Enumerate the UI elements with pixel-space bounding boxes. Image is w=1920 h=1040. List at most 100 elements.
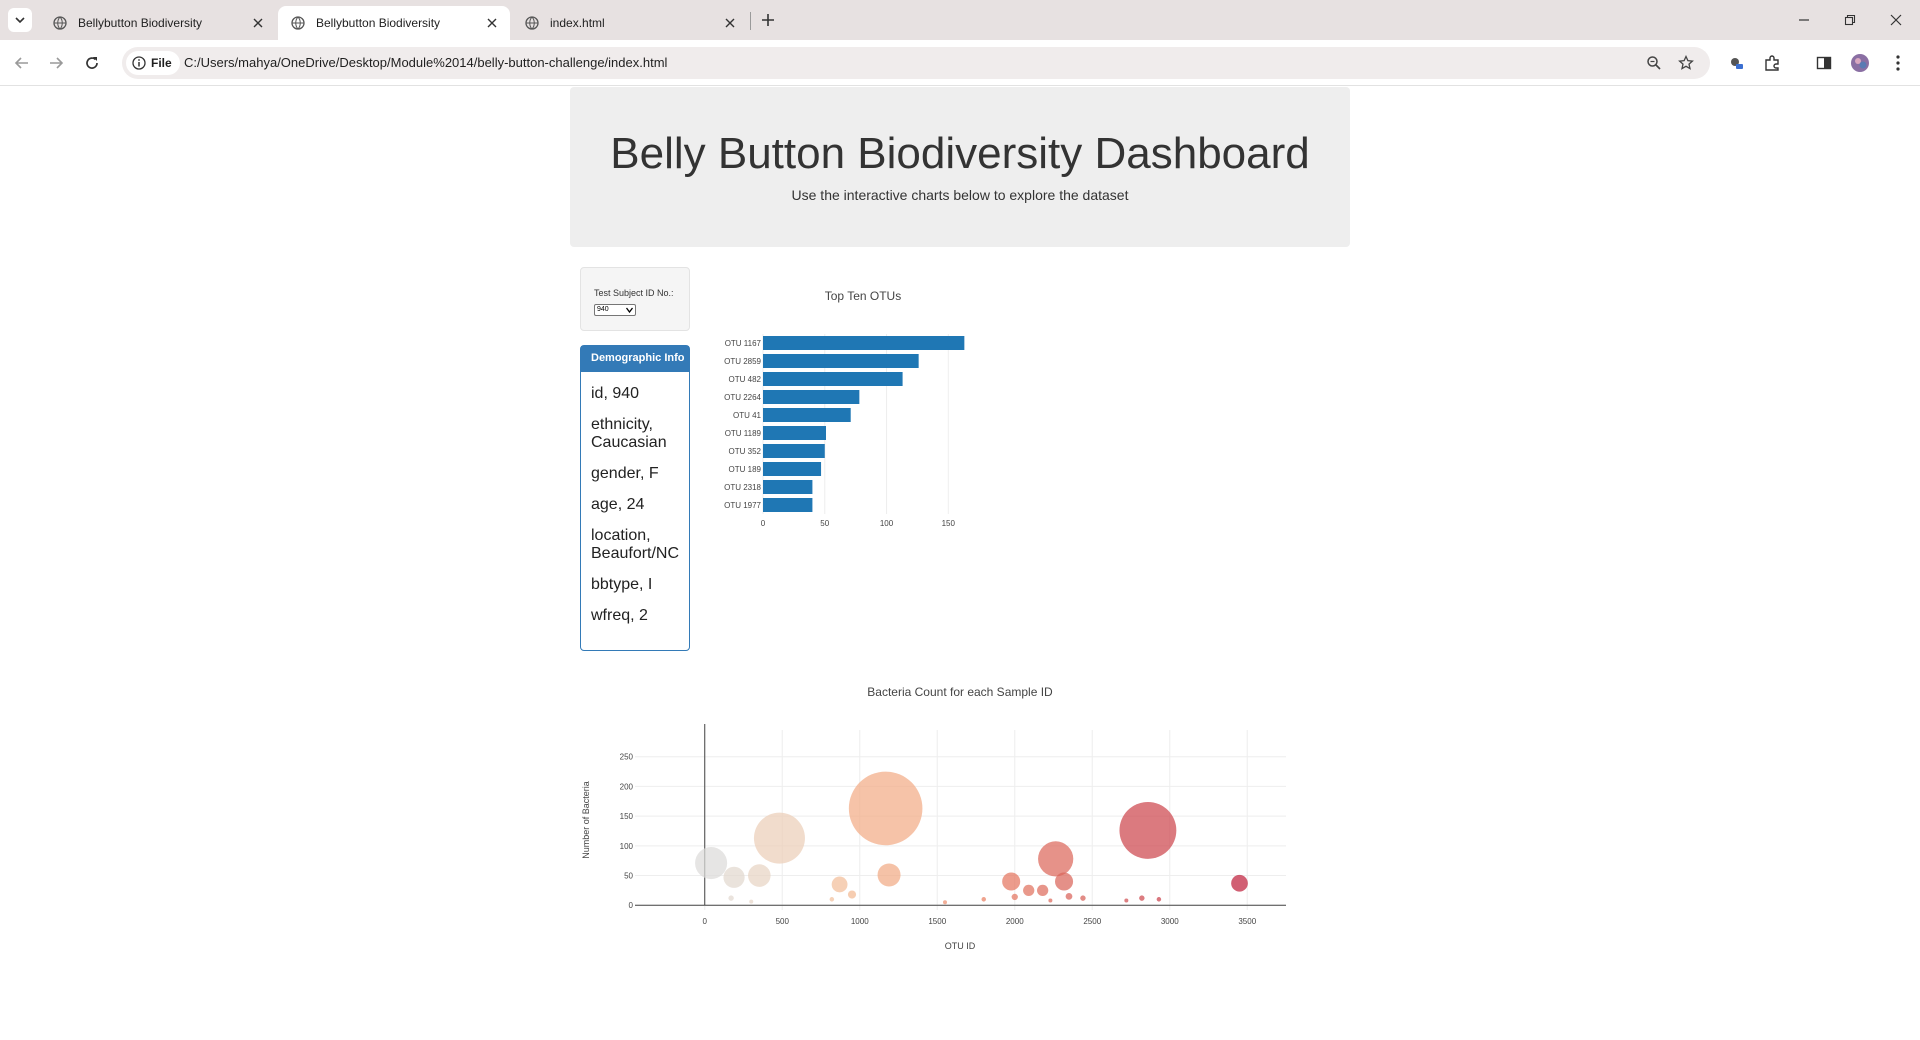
demographic-item-text: age, 24 (591, 496, 645, 513)
demographic-item: ethnicity, Caucasian (591, 416, 689, 452)
bubble-otu-950 (847, 890, 857, 899)
bubble-x-tick-label: 0 (703, 917, 708, 926)
demographic-body: id, 940 ethnicity, Caucasian gender, F age, … (581, 372, 689, 625)
url-text[interactable]: C:/Users/mahya/OneDrive/Desktop/Module%2… (184, 55, 668, 70)
bubble-otu-3450 (1231, 874, 1248, 892)
bubble-otu-2230 (1048, 898, 1053, 903)
bar-otu-2264 (763, 390, 860, 404)
close-icon (1890, 14, 1902, 26)
reload-icon (86, 57, 98, 69)
side-panel-icon (1816, 56, 1832, 70)
bar-category-label: OTU 1977 (724, 501, 761, 510)
site-info-label: File (151, 56, 172, 70)
bubble-otu-2318 (1055, 872, 1074, 891)
bar-otu-1977 (763, 498, 813, 512)
close-window-button[interactable] (1884, 8, 1908, 32)
bubble-chart-svg: Bacteria Count for each Sample ID0 500 100… (581, 685, 1286, 951)
extension-badge-icon (1731, 58, 1743, 69)
bubble-x-tick-label: 1500 (928, 917, 946, 926)
bar-category-label: OTU 189 (729, 465, 762, 474)
address-bar[interactable]: File C:/Users/mahya/OneDrive/Desktop/Mod… (122, 47, 1710, 79)
tab-bellybutton-2[interactable]: Bellybutton Biodiversity (278, 6, 510, 40)
tab-index-html[interactable]: index.html (512, 6, 748, 40)
demographic-heading: Demographic Info (581, 346, 689, 372)
tab-separator (750, 12, 751, 30)
bubble-x-tick-label: 2000 (1006, 917, 1024, 926)
bubble-y-tick-label: 0 (629, 901, 634, 910)
bubble-chart-title: Bacteria Count for each Sample ID (867, 685, 1053, 699)
subject-id-dropdown[interactable]: 940 (594, 304, 636, 316)
minimize-button[interactable] (1792, 8, 1816, 32)
reload-button[interactable] (80, 51, 104, 75)
bar-category-label: OTU 352 (729, 447, 762, 456)
browser-toolbar: File C:/Users/mahya/OneDrive/Desktop/Mod… (0, 40, 1920, 86)
bubble-otu-820 (829, 897, 835, 902)
bubble-otu-352 (748, 864, 771, 887)
site-info-chip[interactable]: File (126, 51, 180, 75)
zoom-icon[interactable] (1644, 53, 1664, 73)
bookmark-star-icon[interactable] (1676, 53, 1696, 73)
bubble-y-tick-label: 250 (620, 753, 634, 762)
back-button[interactable] (10, 51, 34, 75)
minimize-icon (1799, 19, 1809, 21)
bar-chart-title: Top Ten OTUs (825, 289, 901, 303)
bubble-y-tick-label: 200 (620, 782, 634, 791)
bubble-otu-2820 (1139, 895, 1145, 901)
bubble-otu-1550 (943, 900, 947, 905)
bar-otu-1167 (763, 336, 965, 350)
bubble-otu-1977 (1002, 872, 1021, 891)
bubble-x-tick-label: 3000 (1161, 917, 1179, 926)
bubble-otu-2090 (1023, 884, 1035, 897)
menu-button[interactable] (1886, 51, 1910, 75)
avatar-icon (1851, 54, 1869, 72)
tab-title: Bellybutton Biodiversity (78, 16, 203, 30)
subject-selector-well: Test Subject ID No.: 940 (580, 267, 690, 331)
info-icon (132, 56, 146, 70)
header-jumbotron: Belly Button Biodiversity Dashboard Use … (570, 87, 1350, 247)
bar-category-label: OTU 1189 (725, 429, 762, 438)
bubble-y-tick-label: 150 (620, 812, 634, 821)
demographic-item-text: Beaufort/NC (591, 545, 680, 562)
puzzle-icon (1765, 55, 1779, 71)
close-icon[interactable] (722, 15, 738, 31)
bubble-y-axis-label: Number of Bacteria (581, 781, 591, 859)
forward-button[interactable] (44, 51, 68, 75)
page-title: Belly Button Biodiversity Dashboard (610, 129, 1310, 178)
side-panel-button[interactable] (1812, 51, 1836, 75)
bar-category-label: OTU 2318 (724, 483, 761, 492)
demographic-item-text: Caucasian (591, 434, 667, 451)
extensions-button[interactable] (1760, 51, 1784, 75)
bubble-otu-1167 (848, 771, 923, 846)
bar-chart-svg: Top Ten OTUs 0 50 100 150 OTU 1167 OTU 2859 OTU… (724, 289, 965, 528)
bar-otu-482 (763, 372, 903, 386)
chevron-down-icon (15, 17, 25, 24)
bubble-y-tick-label: 100 (620, 842, 634, 851)
bubble-otu-2930 (1156, 897, 1162, 902)
bacteria-bubble-chart: Bacteria Count for each Sample ID 0 500 100… (580, 670, 1300, 951)
page-subtitle: Use the interactive charts below to expl… (791, 187, 1129, 203)
tab-search-button[interactable] (8, 8, 32, 32)
demographic-item: id, 940 (591, 385, 689, 403)
bar-otu-352 (763, 444, 825, 458)
bar-category-label: OTU 41 (733, 411, 762, 420)
bubble-x-tick-label: 3500 (1238, 917, 1256, 926)
bar-otu-1189 (763, 426, 826, 440)
bubble-x-tick-label: 2500 (1083, 917, 1101, 926)
demographic-item-text: location, (591, 527, 651, 544)
extension-button[interactable] (1724, 51, 1748, 75)
arrow-right-icon (50, 57, 64, 69)
bubble-otu-482 (753, 812, 805, 864)
bubble-otu-2440 (1080, 895, 1086, 901)
tab-bellybutton-1[interactable]: Bellybutton Biodiversity (40, 6, 276, 40)
close-icon[interactable] (250, 15, 266, 31)
demographic-item: gender, F (591, 465, 689, 483)
close-icon[interactable] (484, 15, 500, 31)
demographic-item: wfreq, 2 (591, 607, 689, 625)
plus-icon (762, 14, 774, 26)
profile-avatar[interactable] (1848, 51, 1872, 75)
bubble-otu-2000 (1011, 893, 1018, 901)
new-tab-button[interactable] (756, 8, 780, 32)
demographic-item-text: gender, F (591, 465, 659, 482)
restore-button[interactable] (1838, 8, 1862, 32)
bubble-otu-2180 (1037, 884, 1049, 897)
